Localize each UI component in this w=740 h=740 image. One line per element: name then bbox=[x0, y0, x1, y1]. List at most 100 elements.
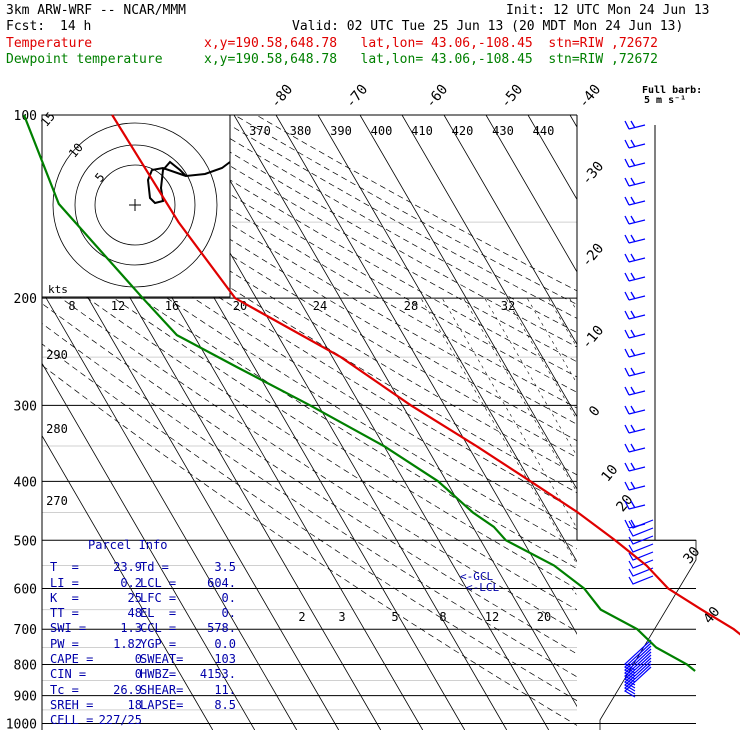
moist-adiabat bbox=[484, 298, 577, 457]
wind-barb bbox=[624, 253, 646, 263]
barb-legend-value: 5 m s⁻¹ bbox=[644, 95, 686, 106]
wind-barb bbox=[628, 567, 654, 577]
parcel-info-value: 11. bbox=[214, 682, 236, 697]
parcel-info-row: Tc = 26.9 SHEAR= 11. bbox=[44, 683, 236, 698]
parcel-info-key: SWI = bbox=[50, 621, 87, 636]
parcel-info-value: 103 bbox=[214, 652, 236, 667]
hodograph-ring bbox=[94, 164, 176, 246]
wind-barb bbox=[628, 527, 654, 537]
wind-barb bbox=[628, 519, 654, 529]
isotherm-label: -30 bbox=[579, 159, 608, 189]
temperature-legend-label: Temperature bbox=[6, 36, 93, 51]
wind-barb bbox=[624, 405, 646, 415]
mixing-ratio-label: 20 bbox=[537, 610, 551, 624]
wind-barb bbox=[624, 648, 652, 680]
valid-time: Valid: 02 UTC Tue 25 Jun 13 (20 MDT Mon … bbox=[292, 19, 684, 34]
parcel-info-key: T = bbox=[50, 560, 79, 575]
hodograph-trace bbox=[146, 160, 231, 205]
parcel-info-key: HWBZ= bbox=[140, 667, 177, 682]
isotherm-label: -40 bbox=[576, 82, 605, 112]
isotherm-label: -20 bbox=[579, 241, 608, 271]
parcel-info-row: CAPE = 0 SWEAT= 103 bbox=[44, 652, 236, 667]
mixing-ratio-label: 12 bbox=[485, 610, 499, 624]
parcel-info-value: 23.9 bbox=[113, 560, 142, 575]
parcel-info-value: 604. bbox=[207, 575, 236, 590]
isotherm-label: 10 bbox=[598, 462, 621, 485]
wind-barb bbox=[624, 196, 646, 206]
isotherm-label: -10 bbox=[579, 323, 608, 353]
parcel-info-value: 3.5 bbox=[214, 560, 236, 575]
wind-speed-label: 16 bbox=[165, 299, 179, 313]
parcel-info-key: CAPE = bbox=[50, 652, 94, 667]
gcl-marker: <-GCL bbox=[460, 570, 493, 583]
isotherm-line bbox=[527, 115, 577, 201]
wind-speed-label: 28 bbox=[404, 299, 418, 313]
dry-adiabat bbox=[42, 323, 577, 678]
wind-barb bbox=[624, 500, 646, 510]
wind-barb bbox=[624, 291, 646, 301]
wind-barb bbox=[624, 367, 646, 377]
isotherm-line bbox=[359, 115, 577, 490]
wind-barb bbox=[628, 535, 654, 545]
wind-barb bbox=[624, 177, 646, 187]
wind-barb bbox=[624, 139, 646, 149]
isotherm-line bbox=[42, 434, 214, 730]
parcel-info-key: K = bbox=[50, 590, 79, 605]
parcel-info-row: CIN = 0 HWBZ= 4153. bbox=[44, 667, 236, 682]
parcel-info-key: CELL = bbox=[50, 713, 94, 728]
isotherm-line bbox=[275, 115, 577, 635]
isotherm-line bbox=[42, 217, 340, 730]
dewpoint-profile-line bbox=[22, 114, 696, 672]
parcel-info-key: SREH = bbox=[50, 697, 94, 712]
parcel-info-value: 1.82 bbox=[113, 636, 142, 651]
parcel-info-value: 227/25 bbox=[98, 713, 142, 728]
dry-adiabat-label: 290 bbox=[46, 348, 68, 362]
parcel-info-key: YGP = bbox=[140, 636, 177, 651]
parcel-info-key: SWEAT= bbox=[140, 652, 184, 667]
mixing-ratio-label: 8 bbox=[439, 610, 446, 624]
dry-adiabat bbox=[42, 246, 577, 590]
hodograph-ring bbox=[52, 122, 218, 288]
parcel-info-value: 0 bbox=[134, 667, 142, 682]
wind-barb bbox=[624, 462, 646, 472]
temperature-profile-line bbox=[111, 114, 740, 636]
pressure-tick-label: 200 bbox=[14, 292, 37, 307]
lower-panel-outline bbox=[577, 539, 697, 730]
parcel-info-key: EL = bbox=[140, 606, 177, 621]
wind-barb bbox=[624, 660, 652, 692]
parcel-info-row: SWI = 1.3 CCL = 578. bbox=[44, 621, 236, 636]
wind-barb bbox=[624, 272, 646, 282]
wind-barb bbox=[624, 386, 646, 396]
isotherm-label: 0 bbox=[586, 403, 604, 420]
mixing-ratio-line bbox=[621, 589, 739, 737]
dry-adiabat bbox=[190, 115, 577, 333]
parcel-info-row: SREH = 18 LAPSE= 8.5 bbox=[44, 698, 236, 713]
theta-label: 370 bbox=[249, 124, 271, 138]
wind-barb bbox=[624, 329, 646, 339]
pressure-tick-label: 1000 bbox=[6, 717, 37, 732]
theta-label: 440 bbox=[533, 124, 555, 138]
pressure-tick-label: 500 bbox=[14, 534, 37, 549]
temperature-location-info: x,y=190.58,648.78 lat,lon= 43.06,-108.45… bbox=[204, 36, 658, 51]
pressure-tick-label: 800 bbox=[14, 659, 37, 674]
parcel-info-key: SHEAR= bbox=[140, 682, 184, 697]
wind-barb bbox=[624, 639, 652, 671]
dewpoint-legend-label: Dewpoint temperature bbox=[6, 52, 163, 67]
parcel-info-key: LAPSE= bbox=[140, 697, 184, 712]
parcel-info-key: LI = bbox=[50, 575, 79, 590]
parcel-info-row: K = 25 LFC = 0. bbox=[44, 591, 236, 606]
pressure-tick-label: 600 bbox=[14, 582, 37, 597]
isotherm-line bbox=[443, 115, 577, 346]
isotherm-label: -70 bbox=[343, 82, 372, 112]
isotherm-label: -80 bbox=[268, 82, 297, 112]
isotherm-line bbox=[42, 362, 256, 730]
dry-adiabat bbox=[42, 364, 577, 726]
wind-barb bbox=[628, 575, 654, 585]
dry-adiabat bbox=[82, 115, 577, 409]
theta-label: 420 bbox=[452, 124, 474, 138]
wind-barb bbox=[624, 215, 646, 225]
moist-adiabat bbox=[420, 298, 577, 565]
isotherm-line bbox=[233, 115, 577, 708]
dry-adiabat bbox=[42, 343, 577, 702]
